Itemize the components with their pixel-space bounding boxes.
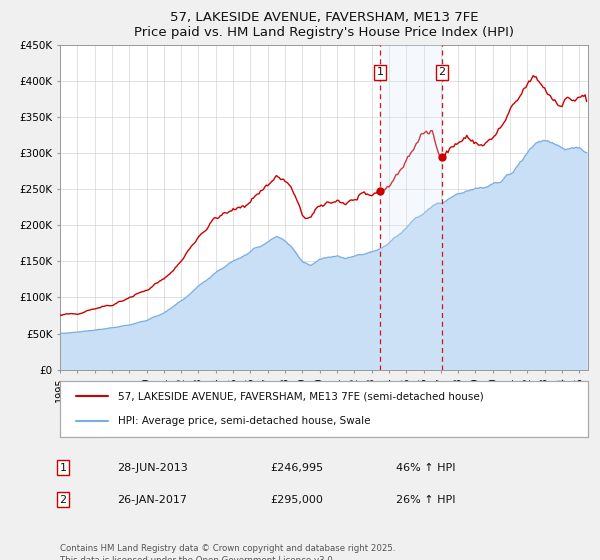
Text: 1: 1 [59,463,67,473]
Text: 2: 2 [439,67,446,77]
Text: 26-JAN-2017: 26-JAN-2017 [117,494,187,505]
Text: 28-JUN-2013: 28-JUN-2013 [117,463,188,473]
Bar [380,45,442,370]
Text: £295,000: £295,000 [270,494,323,505]
Text: £246,995: £246,995 [270,463,323,473]
Text: 2: 2 [59,494,67,505]
Text: 46% ↑ HPI: 46% ↑ HPI [396,463,455,473]
Text: HPI: Average price, semi-detached house, Swale: HPI: Average price, semi-detached house,… [118,416,371,426]
Text: Contains HM Land Registry data © Crown copyright and database right 2025.
This d: Contains HM Land Registry data © Crown c… [60,544,395,560]
Title: 57, LAKESIDE AVENUE, FAVERSHAM, ME13 7FE
Price paid vs. HM Land Registry's House: 57, LAKESIDE AVENUE, FAVERSHAM, ME13 7FE… [134,11,514,39]
Text: 57, LAKESIDE AVENUE, FAVERSHAM, ME13 7FE (semi-detached house): 57, LAKESIDE AVENUE, FAVERSHAM, ME13 7FE… [118,391,484,402]
Text: 1: 1 [377,67,383,77]
Text: 26% ↑ HPI: 26% ↑ HPI [396,494,455,505]
